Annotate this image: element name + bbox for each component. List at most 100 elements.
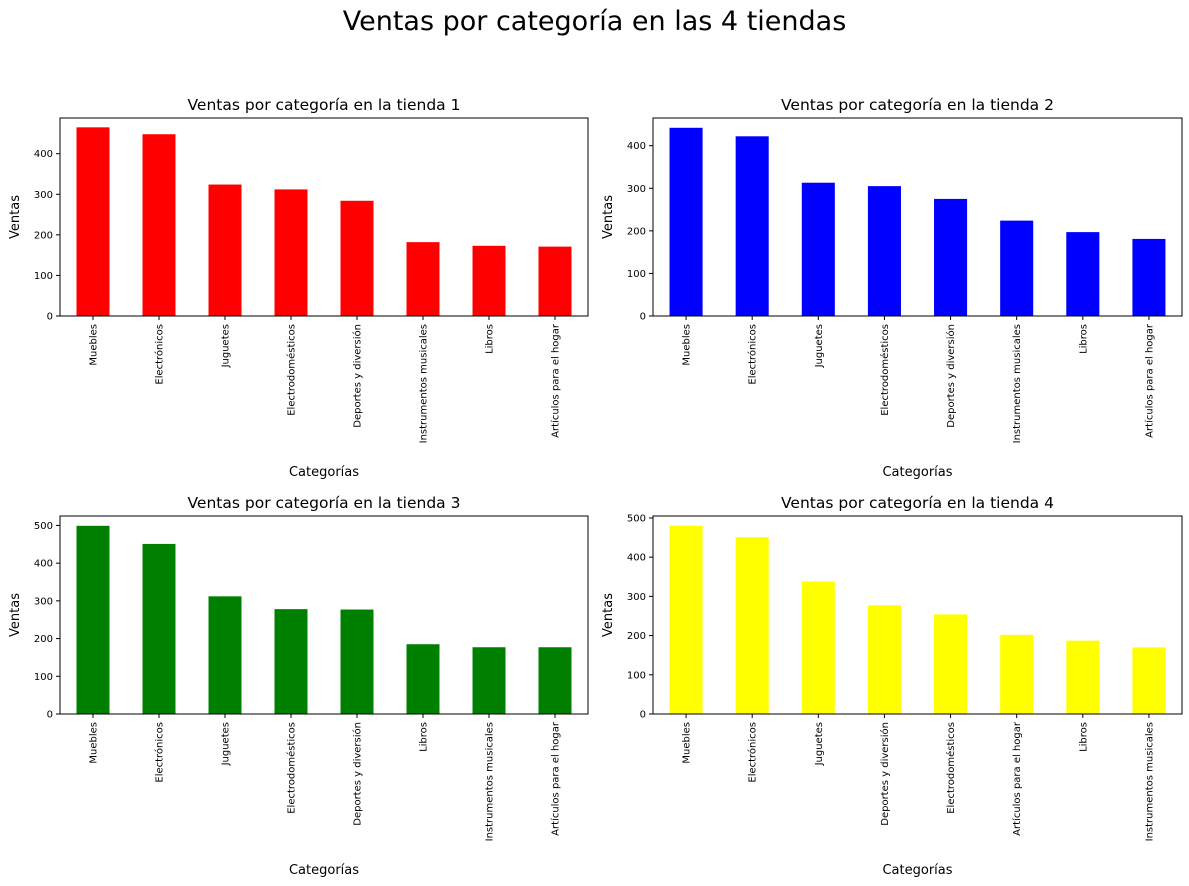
bar-5 — [340, 609, 374, 714]
x-tick-label: Deportes y diversión — [945, 324, 957, 428]
x-tick-label: Libros — [485, 324, 496, 354]
y-tick-label: 400 — [34, 559, 53, 570]
y-tick-label: 100 — [34, 672, 53, 683]
x-tick-label: Muebles — [89, 722, 100, 764]
subplot-tienda-1: 0 100 200 300 400 Muebles Electrónicos Juguetes… — [8, 96, 589, 480]
x-tick-label: Instrumentos musicales — [419, 324, 430, 443]
bar-2 — [142, 543, 176, 714]
y-tick-label: 200 — [34, 634, 53, 645]
y-tick-label: 0 — [640, 710, 646, 721]
subplot-tienda-4: 0 100 200 300 400 500 Muebles Electrónicos Jugue… — [601, 494, 1183, 878]
bar-4 — [867, 605, 901, 714]
x-tick-label: Libros — [1078, 324, 1089, 354]
x-tick-label: Muebles — [89, 324, 100, 366]
bar-3 — [208, 184, 242, 316]
y-tick-label: 100 — [34, 271, 53, 282]
x-tick-label: Instrumentos musicales — [485, 722, 496, 841]
x-tick-label: Muebles — [682, 722, 693, 764]
plot-area-frame — [59, 515, 589, 715]
x-tick-label: Instrumentos musicales — [1012, 324, 1023, 443]
x-tick-label: Instrumentos musicales — [1144, 722, 1155, 841]
bar-2 — [735, 136, 769, 316]
plot-area-frame — [59, 117, 589, 317]
bar-1 — [76, 525, 110, 714]
y-tick-label: 100 — [627, 670, 646, 681]
x-tick-label: Artículos para el hogar — [550, 721, 562, 836]
subplot-title: Ventas por categoría en la tienda 3 — [188, 494, 461, 512]
x-axis-label: Categorías — [882, 465, 952, 480]
y-tick-label: 200 — [34, 230, 53, 241]
y-tick-label: 300 — [627, 592, 646, 603]
x-tick-label: Electrodomésticos — [879, 324, 891, 416]
plot-area-frame — [652, 117, 1183, 317]
y-tick-label: 100 — [627, 269, 646, 280]
x-tick-label: Artículos para el hogar — [1011, 721, 1023, 836]
x-tick-label: Juguetes — [221, 722, 232, 766]
subplot-title: Ventas por categoría en la tienda 2 — [781, 96, 1054, 114]
bar-7 — [472, 647, 506, 714]
x-tick-label: Electrodomésticos — [286, 722, 298, 814]
x-tick-label: Electrónicos — [154, 722, 166, 783]
x-tick-label: Deportes y diversión — [879, 722, 891, 826]
bar-3 — [801, 182, 835, 316]
bar-5 — [934, 198, 968, 316]
subplot-tienda-2: 0 100 200 300 400 Muebles Electrónicos Juguetes… — [601, 96, 1183, 480]
y-tick-label: 500 — [34, 521, 53, 532]
bar-8 — [1132, 647, 1166, 714]
x-tick-label: Deportes y diversión — [352, 324, 364, 428]
bar-8 — [538, 246, 572, 316]
bar-6 — [406, 242, 440, 316]
x-axis-label: Categorías — [882, 863, 952, 878]
y-tick-label: 200 — [627, 631, 646, 642]
x-tick-label: Deportes y diversión — [352, 722, 364, 826]
y-tick-label: 300 — [34, 596, 53, 607]
bar-4 — [274, 189, 308, 316]
x-tick-label: Artículos para el hogar — [550, 323, 562, 438]
bar-6 — [1000, 220, 1034, 316]
bar-1 — [669, 525, 703, 714]
bar-3 — [801, 581, 835, 714]
x-tick-label: Artículos para el hogar — [1143, 323, 1155, 438]
bar-7 — [1066, 640, 1100, 714]
y-tick-label: 400 — [627, 141, 646, 152]
y-tick-label: 200 — [627, 226, 646, 237]
x-tick-label: Electrónicos — [747, 722, 759, 783]
y-tick-label: 0 — [640, 312, 646, 323]
bar-2 — [735, 537, 769, 714]
y-tick-label: 300 — [34, 190, 53, 201]
bar-3 — [208, 596, 242, 714]
plot-area-frame — [652, 515, 1183, 715]
y-tick-label: 400 — [34, 149, 53, 160]
x-tick-label: Libros — [419, 722, 430, 752]
subplot-tienda-3: 0 100 200 300 400 500 Muebles Electrónicos Jugue… — [8, 494, 589, 878]
bar-1 — [76, 127, 110, 316]
bar-6 — [1000, 634, 1034, 714]
x-tick-label: Juguetes — [814, 324, 825, 368]
x-tick-label: Electrónicos — [747, 324, 759, 385]
y-tick-label: 500 — [627, 513, 646, 524]
x-tick-label: Electrodomésticos — [945, 722, 957, 814]
bar-7 — [1066, 232, 1100, 316]
bar-4 — [274, 609, 308, 714]
y-axis-label: Ventas — [8, 593, 23, 637]
x-tick-label: Juguetes — [221, 324, 232, 368]
x-tick-label: Electrónicos — [154, 324, 166, 385]
y-tick-label: 0 — [47, 710, 53, 721]
bar-6 — [406, 644, 440, 714]
y-tick-label: 400 — [627, 553, 646, 564]
bar-1 — [669, 127, 703, 316]
subplot-title: Ventas por categoría en la tienda 1 — [188, 96, 461, 114]
y-axis-label: Ventas — [601, 195, 616, 239]
subplot-title: Ventas por categoría en la tienda 4 — [781, 494, 1054, 512]
x-tick-label: Juguetes — [814, 722, 825, 766]
x-axis-label: Categorías — [289, 863, 359, 878]
y-axis-label: Ventas — [8, 195, 23, 239]
x-tick-label: Muebles — [682, 324, 693, 366]
bar-8 — [1132, 238, 1166, 316]
bar-5 — [340, 200, 374, 316]
bar-5 — [934, 614, 968, 714]
x-axis-label: Categorías — [289, 465, 359, 480]
x-tick-label: Electrodomésticos — [286, 324, 298, 416]
x-tick-label: Libros — [1078, 722, 1089, 752]
